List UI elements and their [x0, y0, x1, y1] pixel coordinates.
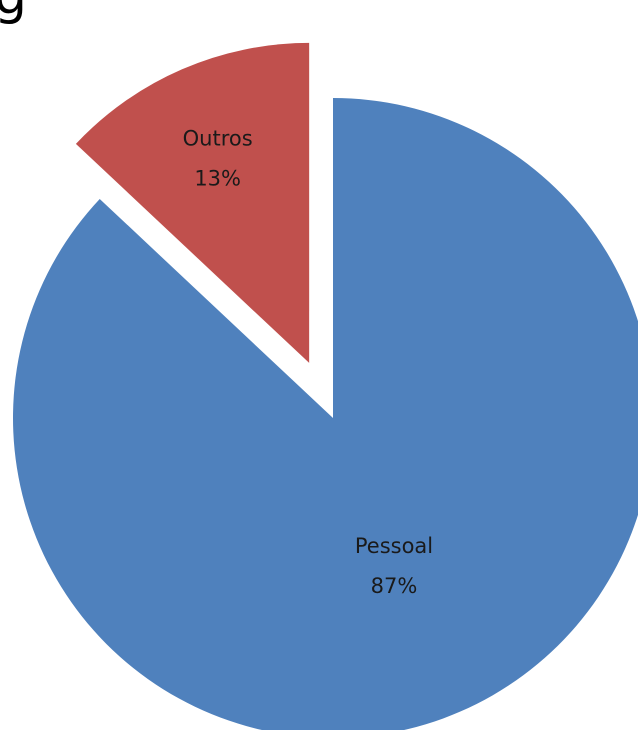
- slice-category-label: Outros: [183, 126, 253, 150]
- pie-labels: Outros 13% Pessoal 87%: [183, 126, 433, 597]
- slice-category-label: Pessoal: [355, 534, 433, 558]
- slice-percent-label: 13%: [194, 166, 241, 190]
- slice-percent-label: 87%: [371, 574, 418, 598]
- pie-slice-outros: [75, 42, 310, 363]
- pie-slice-pessoal: [13, 98, 638, 730]
- pie-slices: [13, 42, 638, 730]
- chart-title-fragment: g: [0, 0, 27, 22]
